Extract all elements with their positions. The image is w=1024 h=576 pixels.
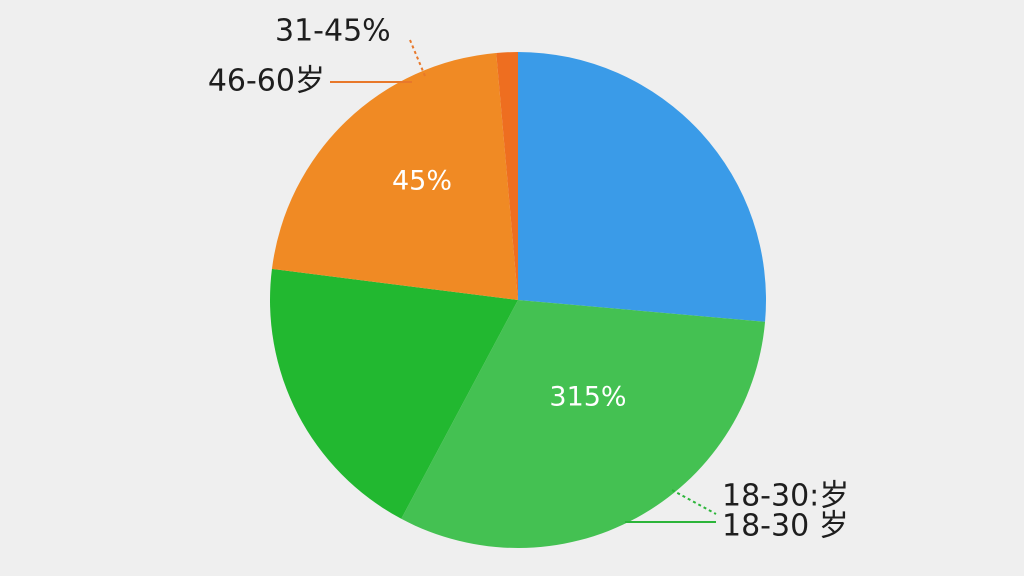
pie	[269, 52, 766, 549]
pie-slice	[269, 268, 518, 519]
pie-slice	[271, 52, 518, 301]
annotation: 18-30:岁	[722, 479, 849, 514]
slice-label: 18-30 岁	[722, 509, 849, 544]
callout-line	[671, 489, 717, 515]
annotation: 315%	[549, 382, 626, 413]
annotation: 45%	[392, 166, 452, 197]
callout-line	[409, 39, 426, 77]
labels: 18-30 岁 46-60岁 31-45% 45% 315% 18-30:岁	[208, 14, 849, 544]
slice-label: 46-60岁	[208, 64, 325, 99]
pie-slice	[496, 52, 518, 300]
pie-slice	[518, 52, 766, 322]
slice-label: 31-45%	[275, 14, 391, 49]
pie-slice	[401, 300, 766, 549]
